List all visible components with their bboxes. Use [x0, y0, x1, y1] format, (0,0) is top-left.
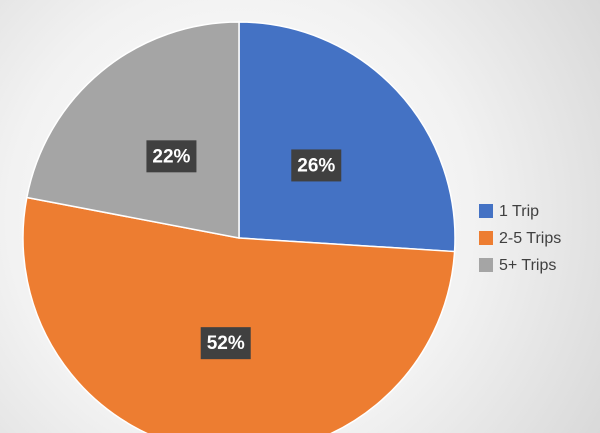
pie-slice: [25, 21, 240, 239]
legend-label: 5+ Trips: [499, 257, 556, 274]
pie-slice: [22, 196, 456, 433]
pie-slice: [238, 21, 456, 253]
data-label-box: [200, 327, 251, 360]
data-label-box: [146, 140, 197, 173]
legend-swatch: [479, 258, 493, 272]
data-label: 26%: [297, 155, 335, 176]
data-label: 22%: [152, 146, 190, 167]
legend-label: 1 Trip: [499, 203, 539, 220]
legend-swatch: [479, 204, 493, 218]
data-label: 52%: [207, 333, 245, 354]
legend-label: 2-5 Trips: [499, 230, 561, 247]
data-label-box: [291, 149, 342, 182]
legend-swatch: [479, 231, 493, 245]
